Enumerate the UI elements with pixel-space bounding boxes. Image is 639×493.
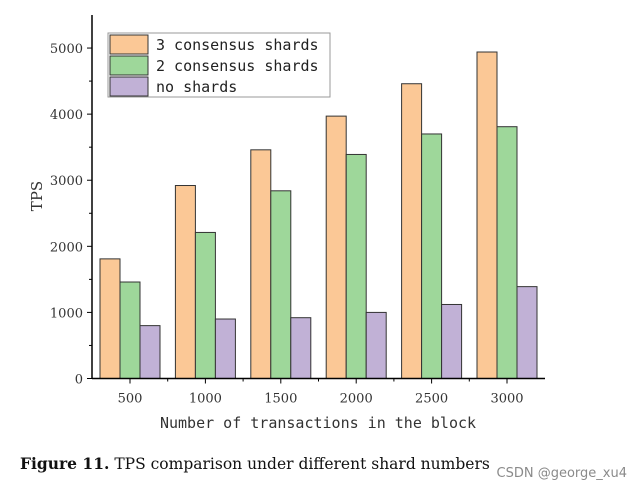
x-tick-label: 2500: [415, 392, 448, 407]
x-tick-label: 1500: [264, 392, 297, 407]
legend-swatch: [109, 76, 149, 97]
y-tick-label: 4000: [50, 108, 83, 123]
bar-no-shards-2000: [365, 311, 387, 379]
legend-label: no shards: [156, 78, 237, 96]
bar-no-shards-2500: [441, 303, 463, 379]
bar-3-consensus-shards-2000: [325, 115, 347, 380]
x-tick-label: 2000: [340, 392, 373, 407]
y-axis-label: TPS: [28, 181, 46, 211]
bar-no-shards-1000: [214, 318, 236, 380]
bar-no-shards-3000: [516, 286, 538, 379]
x-tick-label: 500: [118, 392, 143, 407]
y-tick-label: 2000: [50, 240, 83, 255]
y-tick-label: 5000: [50, 42, 83, 57]
bar-3-consensus-shards-500: [99, 258, 121, 379]
bar-2-consensus-shards-3000: [496, 126, 518, 379]
bar-2-consensus-shards-500: [119, 281, 141, 379]
legend-swatch: [109, 34, 149, 55]
caption-text: TPS comparison under different shard num…: [109, 455, 490, 473]
y-tick-label: 1000: [50, 306, 83, 321]
x-tick-label: 3000: [490, 392, 523, 407]
figure-caption: Figure 11. TPS comparison under differen…: [20, 454, 490, 473]
bar-2-consensus-shards-2000: [345, 153, 367, 379]
y-tick-label: 0: [75, 373, 83, 388]
bar-2-consensus-shards-2500: [421, 133, 443, 379]
caption-label: Figure 11.: [20, 454, 110, 473]
x-axis-label: Number of transactions in the block: [160, 414, 476, 432]
bar-3-consensus-shards-1000: [174, 185, 196, 379]
legend-label: 2 consensus shards: [156, 57, 319, 75]
y-tick-label: 3000: [50, 174, 83, 189]
legend-label: 3 consensus shards: [156, 36, 319, 54]
bar-no-shards-500: [139, 325, 161, 379]
bar-3-consensus-shards-3000: [476, 51, 498, 380]
bars: [99, 51, 538, 380]
x-tick-label: 1000: [189, 392, 222, 407]
legend-swatch: [109, 55, 149, 76]
bar-2-consensus-shards-1000: [194, 231, 216, 379]
watermark: CSDN @george_xu4: [496, 466, 627, 481]
bar-no-shards-1500: [290, 317, 312, 379]
legend: 3 consensus shards 2 consensus shards no s…: [107, 32, 331, 98]
bar-3-consensus-shards-2500: [401, 83, 423, 379]
bar-3-consensus-shards-1500: [250, 149, 272, 379]
bar-2-consensus-shards-1500: [270, 190, 292, 379]
axes: 500 1000 1500 2000 2500 3000 0 1000 2000 3000 4000…: [50, 15, 545, 407]
